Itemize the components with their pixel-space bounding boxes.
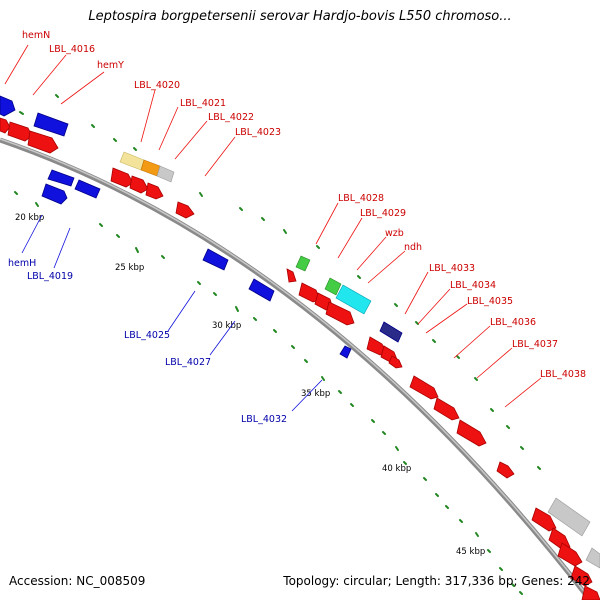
gene-hemN[interactable] [0,117,11,134]
other-features [119,151,600,569]
gene-LBL_4020[interactable] [110,167,134,188]
forward-label-leaders [4,44,542,408]
gene-LBL_4037[interactable] [433,397,460,421]
label-LBL_4028[interactable]: LBL_4028 [338,193,384,204]
feature-green-b[interactable] [324,277,342,296]
label-LBL_4019[interactable]: LBL_4019 [27,271,73,282]
feature-yellow[interactable] [119,151,145,171]
label-LBL_4022[interactable]: LBL_4022 [208,112,254,123]
gene-hemY[interactable] [27,130,59,154]
label-wzb[interactable]: wzb [385,228,404,239]
gene-LBL_4035[interactable] [388,355,403,369]
reverse-label-leaders [21,214,323,412]
gene-LBL_4019[interactable] [47,169,75,187]
label-LBL_4016[interactable]: LBL_4016 [49,44,95,55]
gene-LBL_4016[interactable] [7,121,33,142]
label-hemH[interactable]: hemH [8,258,36,269]
label-LBL_4036[interactable]: LBL_4036 [490,317,536,328]
feature-green-a[interactable] [295,255,311,272]
gene-ndh[interactable] [325,301,355,326]
feature-grey-a[interactable] [156,165,175,183]
label-LBL_4023[interactable]: LBL_4023 [235,127,281,138]
tick-labels: 20 kbp 25 kbp 30 kbp 35 kbp 40 kbp 45 kb… [15,213,485,557]
reverse-labels: hemH LBL_4019 LBL_4025 LBL_4027 LBL_4032 [8,258,287,425]
forward-labels: hemN LBL_4016 hemY LBL_4020 LBL_4021 LBL… [22,30,586,380]
tick-label-40kbp: 40 kbp [382,464,411,474]
gene-LBL_4022[interactable] [145,182,164,200]
tick-label-45kbp: 45 kbp [456,547,485,557]
label-hemN[interactable]: hemN [22,30,50,41]
feature-cyan[interactable] [335,284,372,315]
gene-hemH[interactable] [41,183,68,205]
map-title: Leptospira borgpetersenii serovar Hardjo… [88,9,512,24]
gene-rev-c[interactable] [74,179,101,199]
genome-backbone [0,137,592,600]
feature-orange[interactable] [140,159,161,177]
gene-LBL_4021[interactable] [129,175,149,194]
label-LBL_4034[interactable]: LBL_4034 [450,280,496,291]
tick-label-25kbp: 25 kbp [115,263,144,273]
label-LBL_4032[interactable]: LBL_4032 [241,414,287,425]
label-LBL_4037[interactable]: LBL_4037 [512,339,558,350]
genome-backbone-highlight [0,138,591,600]
label-LBL_4029[interactable]: LBL_4029 [360,208,406,219]
gc-skew-track [14,94,541,595]
forward-genes [0,117,600,600]
gene-forward-d[interactable] [557,542,583,567]
label-ndh[interactable]: ndh [404,242,422,253]
gene-rev-a[interactable] [0,95,16,117]
label-hemY[interactable]: hemY [97,60,124,71]
gene-forward-e[interactable] [570,565,593,587]
feature-grey-c[interactable] [585,547,600,569]
label-LBL_4035[interactable]: LBL_4035 [467,296,513,307]
gene-LBL_4028[interactable] [286,268,297,283]
label-LBL_4038[interactable]: LBL_4038 [540,369,586,380]
gene-rev-d[interactable] [379,321,403,343]
accession-text: Accession: NC_008509 [9,574,146,588]
tick-label-35kbp: 35 kbp [301,389,330,399]
label-LBL_4033[interactable]: LBL_4033 [429,263,475,274]
label-LBL_4027[interactable]: LBL_4027 [165,357,211,368]
gene-LBL_4027[interactable] [248,278,275,302]
feature-grey-b[interactable] [547,497,591,537]
gene-rev-b[interactable] [33,112,69,137]
gene-LBL_4036[interactable] [409,375,439,400]
gene-LBL_4038[interactable] [456,419,487,447]
label-LBL_4020[interactable]: LBL_4020 [134,80,180,91]
genome-summary-text: Topology: circular; Length: 317,336 bp; … [283,574,590,588]
gene-LBL_4032[interactable] [339,345,352,359]
label-LBL_4025[interactable]: LBL_4025 [124,330,170,341]
gene-forward-a[interactable] [496,461,515,479]
gene-LBL_4025[interactable] [202,248,229,271]
gene-forward-f[interactable] [581,585,600,600]
gene-LBL_4023[interactable] [175,201,195,219]
label-LBL_4021[interactable]: LBL_4021 [180,98,226,109]
tick-label-20kbp: 20 kbp [15,213,44,223]
reverse-genes [0,95,403,359]
tick-label-30kbp: 30 kbp [212,321,241,331]
